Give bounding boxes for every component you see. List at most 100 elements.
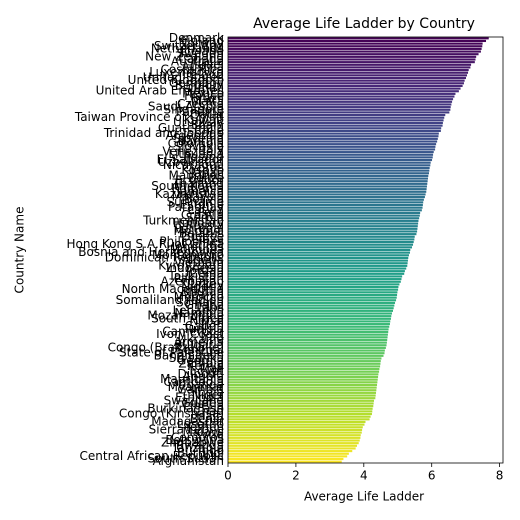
bar <box>228 106 451 109</box>
y-tick-label: Syria <box>194 428 224 442</box>
y-tick-label: Dominican Republic <box>105 250 224 264</box>
bar <box>228 307 394 310</box>
y-axis-label: Country Name <box>13 207 27 294</box>
bar <box>228 344 387 347</box>
bar <box>228 193 426 196</box>
bar <box>228 137 438 140</box>
bar <box>228 132 439 135</box>
y-tick-label: El Salvador <box>157 153 224 167</box>
bar <box>228 328 389 331</box>
bar <box>228 283 400 286</box>
bar <box>228 108 451 111</box>
bar <box>228 151 434 154</box>
y-tick-label: Bolivia <box>184 192 224 206</box>
bar <box>228 143 437 146</box>
y-tick-label: Singapore <box>163 102 224 116</box>
bar <box>228 79 465 82</box>
bar <box>228 272 405 275</box>
y-tick-label: Malta <box>191 94 224 108</box>
y-tick-label: Slovakia <box>174 139 224 153</box>
y-tick-label: Belarus <box>179 227 224 241</box>
y-tick-label: Uganda <box>178 377 224 391</box>
bar <box>228 285 399 289</box>
bar <box>228 66 471 69</box>
y-tick-label: Azerbaijan <box>161 274 224 288</box>
y-tick-label: Congo (Brazzaville) <box>108 340 224 354</box>
bar <box>228 399 374 402</box>
y-tick-label: Myanmar <box>168 380 224 394</box>
y-tick-label: Tunisia <box>182 322 224 336</box>
y-tick-label: Latvia <box>187 203 224 217</box>
bar <box>228 341 387 344</box>
bar <box>228 373 379 376</box>
y-tick-label: Ukraine <box>178 332 224 346</box>
y-tick-label: Uzbekistan <box>158 155 224 169</box>
y-tick-label: North Macedonia <box>122 282 224 296</box>
bar <box>228 330 389 334</box>
bar <box>228 203 423 207</box>
y-tick-label: Mongolia <box>170 243 224 257</box>
y-tick-label: Italy <box>198 142 224 156</box>
bar <box>228 415 371 418</box>
bar <box>228 174 429 177</box>
y-tick-label: Paraguay <box>168 200 224 214</box>
y-tick-label: Belgium <box>175 78 224 92</box>
bar <box>228 405 374 408</box>
bar <box>228 116 445 119</box>
bar <box>228 455 348 458</box>
bar <box>228 420 366 424</box>
bar <box>228 90 459 93</box>
bar <box>228 161 431 164</box>
y-tick-label: Gambia <box>177 383 224 397</box>
y-tick-label: Laos <box>196 301 224 315</box>
bar <box>228 248 411 252</box>
bar <box>228 98 454 101</box>
y-tick-label: Mauritius <box>169 168 224 182</box>
bar <box>228 243 414 246</box>
bar <box>228 69 469 72</box>
y-tick-label: Morocco <box>174 290 224 304</box>
y-tick-label: Oman <box>188 81 224 95</box>
y-tick-label: Djibouti <box>177 367 224 381</box>
y-tick-label: Malawi <box>182 425 224 439</box>
y-tick-label: Zimbabwe <box>161 436 224 450</box>
y-tick-label: Finland <box>181 33 224 47</box>
bar <box>228 180 428 183</box>
bar <box>228 219 419 222</box>
y-tick-label: Afghanistan <box>153 454 224 468</box>
bar <box>228 209 422 212</box>
y-tick-label: Portugal <box>174 221 224 235</box>
bar <box>228 428 363 431</box>
bar <box>228 412 372 416</box>
bar <box>228 333 388 336</box>
y-tick-label: Spain <box>190 118 224 132</box>
bar <box>228 217 420 220</box>
y-tick-label: Mali <box>200 362 224 376</box>
bar <box>228 349 385 352</box>
bar <box>228 87 461 90</box>
x-tick-label: 2 <box>292 469 300 483</box>
y-tick-label: Greece <box>181 229 224 243</box>
bar <box>228 418 370 421</box>
bar <box>228 262 408 265</box>
y-tick-label: Iraq <box>201 330 224 344</box>
bar <box>228 111 450 114</box>
bar <box>228 45 483 48</box>
bar <box>228 309 393 312</box>
y-tick-label: Costa Rica <box>161 63 224 77</box>
y-tick-label: Madagascar <box>151 414 224 428</box>
bar <box>228 145 436 148</box>
bar <box>228 357 382 360</box>
bar <box>228 360 381 363</box>
bar <box>228 177 428 180</box>
bar <box>228 251 410 254</box>
x-axis-label: Average Life Ladder <box>304 490 424 504</box>
y-tick-label: Hungary <box>173 216 224 230</box>
y-tick-label: Iceland <box>181 44 224 58</box>
y-tick-label: Somalia <box>176 295 224 309</box>
bar <box>228 288 399 291</box>
bar <box>228 381 378 384</box>
bar <box>228 368 380 371</box>
y-tick-label: State of Palestine <box>119 346 224 360</box>
